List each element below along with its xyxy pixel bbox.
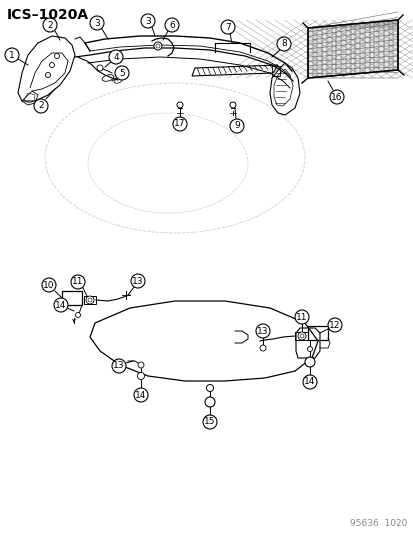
- Circle shape: [165, 18, 178, 32]
- Text: 1: 1: [9, 51, 15, 60]
- Bar: [62, 291, 82, 305]
- Circle shape: [112, 359, 126, 373]
- Circle shape: [54, 298, 68, 312]
- Text: 95636  1020: 95636 1020: [349, 519, 406, 528]
- Circle shape: [138, 362, 144, 368]
- Text: 13: 13: [256, 327, 268, 335]
- Text: 7: 7: [225, 22, 230, 31]
- Circle shape: [206, 384, 213, 392]
- Circle shape: [43, 18, 57, 32]
- Circle shape: [109, 50, 123, 64]
- Circle shape: [299, 334, 303, 338]
- Text: 3: 3: [145, 17, 150, 26]
- Text: 13: 13: [132, 277, 143, 286]
- Polygon shape: [307, 20, 397, 78]
- Circle shape: [42, 278, 56, 292]
- Text: 11: 11: [296, 312, 307, 321]
- Circle shape: [75, 312, 80, 318]
- Text: 5: 5: [119, 69, 125, 77]
- Circle shape: [156, 44, 159, 48]
- Circle shape: [302, 375, 316, 389]
- Circle shape: [173, 117, 187, 131]
- Circle shape: [329, 90, 343, 104]
- Circle shape: [34, 99, 48, 113]
- Text: 6: 6: [169, 20, 174, 29]
- Text: 9: 9: [234, 122, 239, 131]
- Text: 8: 8: [280, 39, 286, 49]
- Circle shape: [304, 357, 314, 367]
- Circle shape: [307, 346, 312, 351]
- Text: 3: 3: [94, 19, 100, 28]
- Bar: [294, 332, 307, 340]
- Text: 15: 15: [204, 417, 215, 426]
- Text: 14: 14: [135, 391, 146, 400]
- Text: 4: 4: [113, 52, 119, 61]
- Circle shape: [137, 373, 144, 379]
- Circle shape: [55, 53, 59, 59]
- Circle shape: [204, 397, 214, 407]
- Circle shape: [259, 345, 266, 351]
- Circle shape: [90, 16, 104, 30]
- Circle shape: [5, 48, 19, 62]
- Circle shape: [202, 415, 216, 429]
- Bar: [84, 296, 96, 304]
- Text: 13: 13: [113, 361, 124, 370]
- Circle shape: [230, 119, 243, 133]
- Circle shape: [71, 275, 85, 289]
- Text: 14: 14: [304, 377, 315, 386]
- Circle shape: [134, 388, 147, 402]
- Circle shape: [50, 62, 55, 68]
- Text: ICS–1020A: ICS–1020A: [7, 8, 89, 22]
- Circle shape: [327, 318, 341, 332]
- Circle shape: [86, 296, 94, 304]
- Circle shape: [115, 66, 129, 80]
- Circle shape: [221, 20, 235, 34]
- Text: 10: 10: [43, 280, 55, 289]
- Text: 11: 11: [72, 278, 83, 287]
- Text: 12: 12: [328, 320, 340, 329]
- Circle shape: [297, 332, 305, 340]
- Text: 17: 17: [174, 119, 185, 128]
- Circle shape: [154, 42, 161, 50]
- Text: 2: 2: [47, 20, 53, 29]
- Circle shape: [177, 102, 183, 108]
- Text: 14: 14: [55, 301, 66, 310]
- Bar: [271, 66, 279, 76]
- Text: 2: 2: [38, 101, 44, 110]
- Circle shape: [255, 324, 269, 338]
- FancyArrowPatch shape: [72, 319, 75, 322]
- Circle shape: [131, 274, 145, 288]
- Bar: [307, 326, 327, 340]
- Circle shape: [294, 310, 308, 324]
- Circle shape: [45, 72, 50, 77]
- Circle shape: [97, 65, 103, 71]
- Circle shape: [141, 14, 154, 28]
- Text: 16: 16: [330, 93, 342, 101]
- Circle shape: [230, 102, 235, 108]
- Circle shape: [276, 37, 290, 51]
- Circle shape: [88, 298, 92, 302]
